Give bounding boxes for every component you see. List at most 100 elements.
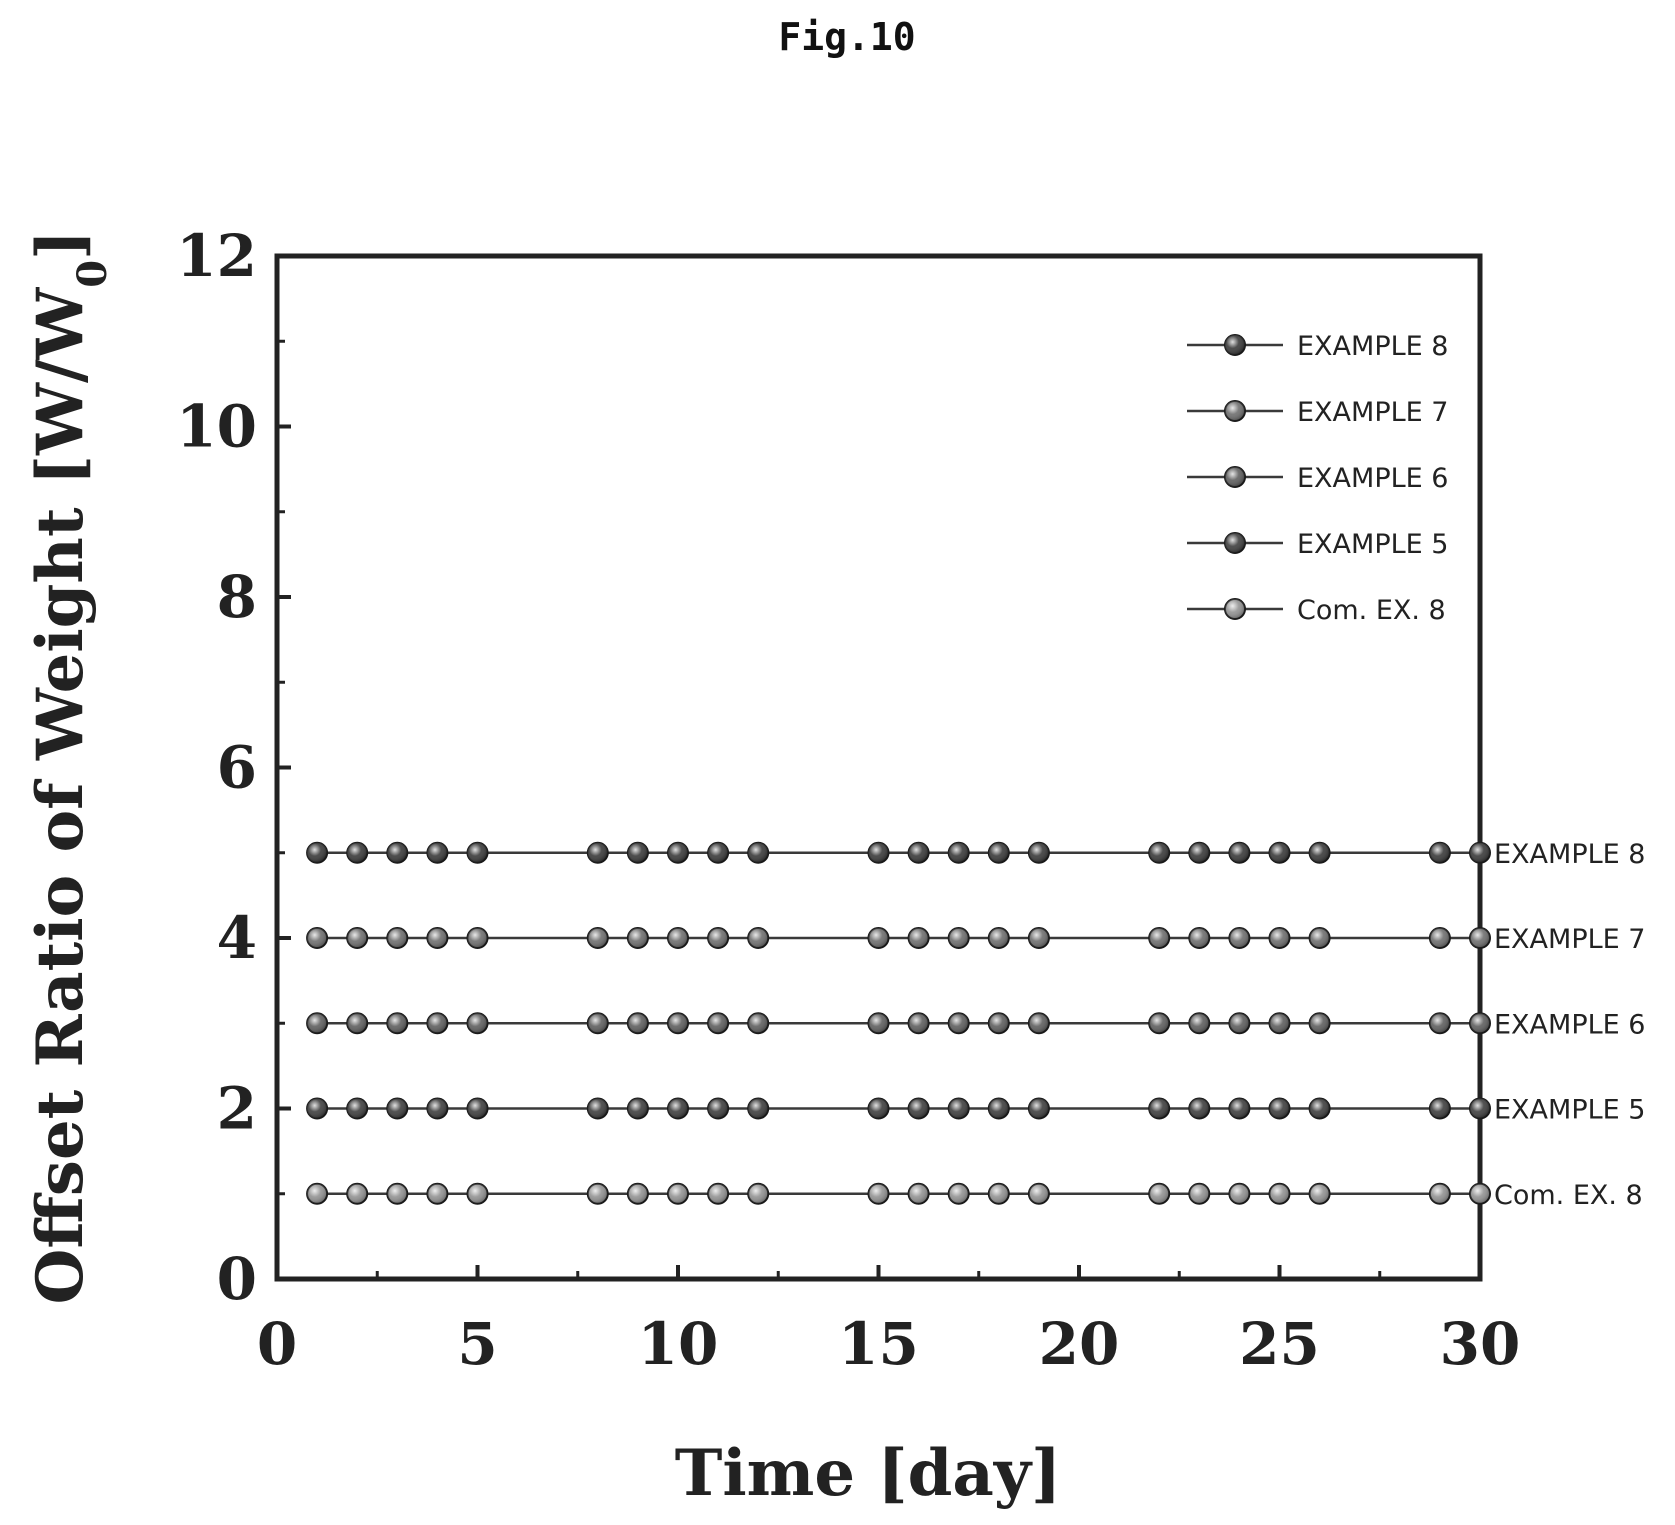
data-point bbox=[466, 841, 489, 864]
legend-marker bbox=[1224, 598, 1246, 620]
data-point bbox=[1188, 927, 1211, 949]
data-point bbox=[466, 1182, 489, 1205]
series-end-label: Com. EX. 8 bbox=[1494, 1180, 1643, 1211]
x-tick-label: 15 bbox=[838, 1310, 919, 1378]
data-point bbox=[426, 1012, 449, 1035]
x-tick-label: 0 bbox=[257, 1310, 297, 1378]
data-point bbox=[466, 1012, 489, 1035]
series-5 bbox=[306, 1182, 1491, 1205]
legend-label: EXAMPLE 5 bbox=[1297, 529, 1448, 560]
data-point bbox=[386, 927, 409, 949]
data-point bbox=[1308, 1097, 1331, 1120]
y-tick-label: 12 bbox=[176, 222, 257, 290]
x-tick-label: 25 bbox=[1239, 1310, 1320, 1378]
legend-entry: EXAMPLE 8 bbox=[1187, 331, 1448, 362]
y-axis: 0 2 4 6 8 10 12 bbox=[176, 222, 291, 1313]
data-point bbox=[626, 841, 649, 864]
y-axis-title-end: ] bbox=[23, 230, 98, 260]
series-4 bbox=[306, 1097, 1491, 1120]
data-point bbox=[586, 1097, 609, 1120]
legend: EXAMPLE 8 EXAMPLE 7 EXAMPLE 6 EXAMPLE 5 Com.… bbox=[1187, 331, 1448, 626]
data-point bbox=[1188, 1097, 1211, 1120]
data-point bbox=[1268, 1182, 1291, 1205]
data-point bbox=[1027, 1182, 1050, 1205]
data-point bbox=[1027, 1012, 1050, 1035]
y-axis-title-main: Offset Ratio of Weight [W/W bbox=[23, 287, 98, 1305]
series-end-label: EXAMPLE 8 bbox=[1494, 839, 1645, 870]
data-point bbox=[667, 1012, 689, 1035]
data-point bbox=[747, 841, 770, 864]
data-point bbox=[867, 1012, 890, 1035]
y-tick-label: 4 bbox=[217, 904, 257, 972]
data-point bbox=[707, 927, 730, 949]
data-point bbox=[1428, 1097, 1451, 1120]
data-point bbox=[747, 1012, 770, 1035]
data-point bbox=[867, 927, 890, 949]
data-point bbox=[1308, 841, 1331, 864]
series-layer bbox=[306, 841, 1491, 1205]
x-tick-label: 20 bbox=[1039, 1310, 1120, 1378]
data-point bbox=[1268, 1012, 1291, 1035]
data-point bbox=[586, 841, 609, 864]
data-point bbox=[1308, 927, 1331, 949]
series-3 bbox=[306, 1012, 1491, 1035]
data-point bbox=[907, 1182, 930, 1205]
data-point bbox=[1469, 1012, 1491, 1035]
data-point bbox=[626, 927, 649, 949]
series-2 bbox=[306, 927, 1491, 949]
data-point bbox=[1148, 1097, 1171, 1120]
data-point bbox=[346, 1012, 369, 1035]
data-point bbox=[426, 841, 449, 864]
data-point bbox=[306, 841, 329, 864]
data-point bbox=[707, 1012, 730, 1035]
y-axis-title-subscript: 0 bbox=[69, 260, 116, 288]
data-point bbox=[1308, 1012, 1331, 1035]
data-point bbox=[1428, 841, 1451, 864]
data-point bbox=[346, 927, 369, 949]
data-point bbox=[1027, 841, 1050, 864]
data-point bbox=[747, 927, 770, 949]
data-point bbox=[1428, 927, 1451, 949]
data-point bbox=[306, 1182, 329, 1205]
data-point bbox=[947, 841, 970, 864]
data-point bbox=[306, 927, 329, 949]
data-point bbox=[1148, 1012, 1171, 1035]
x-tick-label: 5 bbox=[457, 1310, 497, 1378]
series-end-label: EXAMPLE 5 bbox=[1494, 1095, 1645, 1126]
data-point bbox=[907, 1097, 930, 1120]
data-point bbox=[947, 1012, 970, 1035]
data-point bbox=[1228, 841, 1251, 864]
data-point bbox=[1469, 1097, 1491, 1120]
data-point bbox=[586, 1182, 609, 1205]
data-point bbox=[907, 927, 930, 949]
legend-entry: EXAMPLE 6 bbox=[1187, 463, 1448, 494]
data-point bbox=[386, 1097, 409, 1120]
data-point bbox=[306, 1012, 329, 1035]
data-point bbox=[1188, 841, 1211, 864]
data-point bbox=[1469, 1182, 1491, 1205]
data-point bbox=[867, 841, 890, 864]
data-point bbox=[1148, 841, 1171, 864]
data-point bbox=[667, 841, 689, 864]
data-point bbox=[1428, 1012, 1451, 1035]
legend-label: EXAMPLE 7 bbox=[1297, 397, 1448, 428]
data-point bbox=[626, 1097, 649, 1120]
data-point bbox=[306, 1097, 329, 1120]
y-tick-label: 6 bbox=[217, 734, 257, 802]
series-end-label: EXAMPLE 6 bbox=[1494, 1009, 1645, 1040]
data-point bbox=[1188, 1012, 1211, 1035]
data-point bbox=[747, 1097, 770, 1120]
end-labels: EXAMPLE 8 EXAMPLE 7 EXAMPLE 6 EXAMPLE 5 Com.… bbox=[1494, 839, 1645, 1211]
data-point bbox=[466, 927, 489, 949]
x-tick-label: 10 bbox=[638, 1310, 719, 1378]
legend-marker bbox=[1224, 532, 1246, 554]
data-point bbox=[747, 1182, 770, 1205]
data-point bbox=[586, 927, 609, 949]
series-end-label: EXAMPLE 7 bbox=[1494, 924, 1645, 955]
data-point bbox=[1268, 1097, 1291, 1120]
legend-entry: EXAMPLE 5 bbox=[1187, 529, 1448, 560]
y-axis-title: Offset Ratio of Weight [W/W0] bbox=[23, 230, 116, 1305]
data-point bbox=[346, 1097, 369, 1120]
data-point bbox=[707, 1097, 730, 1120]
